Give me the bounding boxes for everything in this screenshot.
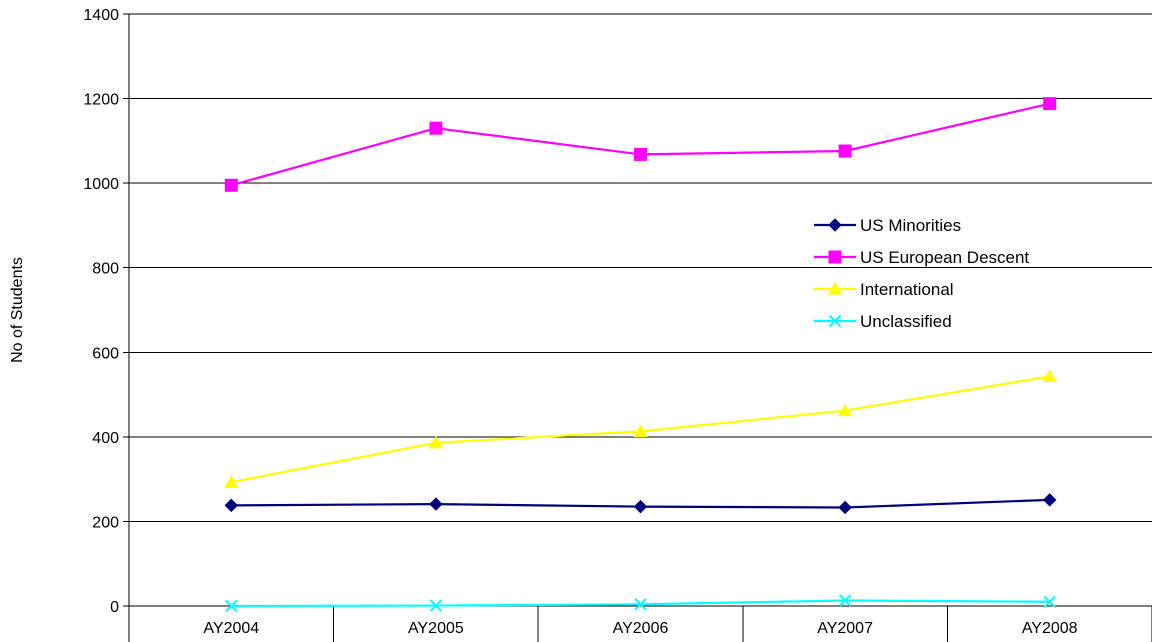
series-3 xyxy=(225,594,1056,613)
data-point-2-3 xyxy=(838,403,853,417)
data-point-1-3 xyxy=(838,144,852,158)
legend-label-3: Unclassified xyxy=(860,312,952,331)
data-point-0-2 xyxy=(633,499,648,514)
legend-label-1: US European Descent xyxy=(860,248,1029,267)
data-point-3-1-stroke-b xyxy=(429,599,443,612)
y-tick-label-4: 800 xyxy=(92,261,119,278)
data-point-1-2 xyxy=(634,147,647,161)
data-point-3-3 xyxy=(838,594,852,607)
x-tick-label-3: AY2007 xyxy=(817,620,873,637)
series-1 xyxy=(224,97,1057,192)
x-tick-label-1: AY2005 xyxy=(408,620,464,637)
data-point-0-3 xyxy=(838,500,852,515)
data-point-0-1 xyxy=(429,497,443,511)
y-tick-label-2: 400 xyxy=(92,430,119,447)
x-tick-label-0: AY2004 xyxy=(203,620,259,637)
series-2 xyxy=(224,369,1057,488)
data-point-2-2 xyxy=(633,424,648,437)
legend-entry-3: Unclassified xyxy=(814,312,952,331)
legend-entry-2: International xyxy=(814,280,954,299)
y-tick-label-6: 1200 xyxy=(83,92,119,109)
data-point-1-0 xyxy=(224,178,238,192)
data-point-3-0-stroke-b xyxy=(225,599,238,613)
data-point-2-0 xyxy=(224,475,239,488)
legend-marker-3-stroke-b xyxy=(828,314,842,328)
data-point-0-4 xyxy=(1042,493,1057,507)
legend-marker-0 xyxy=(828,218,842,232)
series-0 xyxy=(224,493,1057,515)
y-tick-label-0: 0 xyxy=(110,599,119,616)
data-point-3-4 xyxy=(1043,595,1056,608)
data-point-3-4-stroke-b xyxy=(1043,595,1056,608)
y-axis-title: No of Students xyxy=(9,257,26,363)
legend-marker-2 xyxy=(828,282,842,295)
data-point-3-3-stroke-b xyxy=(838,594,852,607)
data-point-0-0 xyxy=(224,498,239,513)
x-tick-label-2: AY2006 xyxy=(613,620,669,637)
data-point-3-0 xyxy=(225,599,238,613)
axes: 0 200 400 600 800 1000 1200 1400 AY2004 AY2005 AY2… xyxy=(83,7,1152,642)
series xyxy=(224,97,1057,613)
y-tick-label-1: 200 xyxy=(92,514,119,531)
legend-label-0: US Minorities xyxy=(860,216,961,235)
y-tick-label-5: 1000 xyxy=(83,176,119,193)
gridlines xyxy=(129,13,1152,607)
y-tick-label-3: 600 xyxy=(92,345,119,362)
data-point-1-1 xyxy=(429,121,443,135)
data-point-3-2-stroke-b xyxy=(634,598,647,611)
legend: US Minorities US European Descent Internat… xyxy=(814,216,1029,331)
data-point-2-4 xyxy=(1042,369,1057,382)
legend-marker-1 xyxy=(828,250,842,264)
legend-entry-1: US European Descent xyxy=(814,248,1029,267)
y-tick-label-7: 1400 xyxy=(83,7,119,24)
data-point-3-1 xyxy=(429,599,443,612)
data-point-1-4 xyxy=(1043,97,1057,111)
legend-label-2: International xyxy=(860,280,954,299)
legend-marker-3 xyxy=(828,314,842,328)
data-point-2-1 xyxy=(428,435,443,449)
x-tick-label-4: AY2008 xyxy=(1022,620,1078,637)
series-line-1 xyxy=(231,102,1050,187)
legend-entry-0: US Minorities xyxy=(814,216,961,235)
data-point-3-2 xyxy=(634,598,647,611)
